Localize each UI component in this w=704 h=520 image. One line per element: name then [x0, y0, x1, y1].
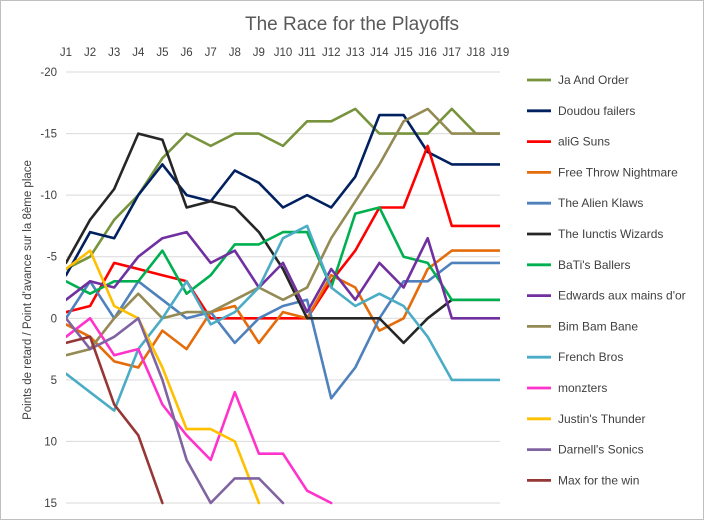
x-tick-label: J6	[180, 47, 192, 59]
y-tick-label: -15	[40, 129, 57, 141]
x-tick-label: J4	[132, 47, 145, 59]
x-tick-label: J14	[370, 47, 389, 59]
y-tick-label: -5	[47, 252, 57, 264]
series-line	[66, 249, 500, 369]
x-tick-label: J11	[298, 47, 316, 59]
x-tick-label: J16	[418, 47, 437, 59]
x-tick-label: J9	[253, 47, 265, 59]
x-tick-label: J12	[322, 47, 341, 59]
y-tick-label: 5	[51, 375, 57, 387]
x-tick-label: J19	[491, 47, 510, 59]
x-tick-label: J7	[205, 47, 217, 59]
series-line	[66, 144, 500, 320]
y-tick-label: 10	[44, 436, 57, 448]
legend-label: Edwards aux mains d'or	[558, 289, 686, 303]
x-axis-ticks: J1 J2 J3 J4 J5 J6 J7 J8 J9 J10 J11 J12 J13 J14 J15 J16 J…	[60, 47, 509, 59]
y-tick-label: -20	[40, 67, 57, 79]
series-lines	[66, 107, 500, 505]
series-line	[66, 230, 500, 320]
legend-label: The Alien Klaws	[558, 196, 643, 210]
y-tick-label: 0	[51, 313, 57, 325]
legend-label: Bim Bam Bane	[558, 319, 638, 333]
x-tick-label: J17	[443, 47, 462, 59]
legend-label: French Bros	[558, 350, 623, 364]
y-tick-label: -10	[40, 190, 57, 202]
x-tick-label: J10	[274, 47, 293, 59]
series-line	[66, 249, 261, 505]
x-tick-label: J3	[108, 47, 120, 59]
x-tick-label: J13	[346, 47, 365, 59]
series-line	[66, 317, 333, 505]
legend: Ja And Order Doudou failers aliG Suns Free …	[527, 73, 686, 487]
series-line	[66, 107, 500, 271]
y-axis-label: Points de retard / Point d'avance sur la…	[22, 160, 34, 420]
x-tick-label: J15	[394, 47, 413, 59]
grid	[66, 71, 500, 504]
legend-label: Doudou failers	[558, 104, 635, 118]
x-tick-label: J1	[60, 47, 72, 59]
legend-label: monzters	[558, 381, 607, 395]
series-line	[66, 113, 500, 277]
y-tick-label: 15	[44, 498, 57, 510]
legend-label: The Iunctis Wizards	[558, 227, 663, 241]
series-line	[66, 206, 500, 302]
series-line	[66, 261, 500, 400]
x-tick-label: J8	[229, 47, 241, 59]
legend-label: Ja And Order	[558, 73, 629, 87]
legend-label: Max for the win	[558, 473, 639, 487]
series-line	[66, 317, 285, 505]
legend-label: Free Throw Nightmare	[558, 165, 678, 179]
series-line	[66, 107, 500, 357]
legend-label: aliG Suns	[558, 135, 610, 149]
series-line	[66, 335, 164, 505]
x-tick-label: J2	[84, 47, 96, 59]
chart-title: The Race for the Playoffs	[245, 14, 459, 35]
x-tick-label: J18	[467, 47, 486, 59]
series-line	[66, 132, 500, 345]
legend-label: BaTi's Ballers	[558, 258, 631, 272]
legend-label: Darnell's Sonics	[558, 443, 644, 457]
x-tick-label: J5	[156, 47, 168, 59]
y-axis-ticks: -20 -15 -10 -5 0 5 10 15	[40, 67, 57, 510]
legend-label: Justin's Thunder	[558, 412, 645, 426]
